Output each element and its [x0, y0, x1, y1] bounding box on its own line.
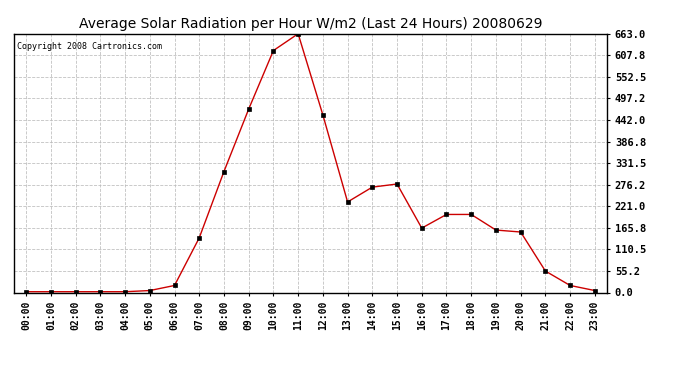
- Text: Copyright 2008 Cartronics.com: Copyright 2008 Cartronics.com: [17, 42, 161, 51]
- Title: Average Solar Radiation per Hour W/m2 (Last 24 Hours) 20080629: Average Solar Radiation per Hour W/m2 (L…: [79, 17, 542, 31]
